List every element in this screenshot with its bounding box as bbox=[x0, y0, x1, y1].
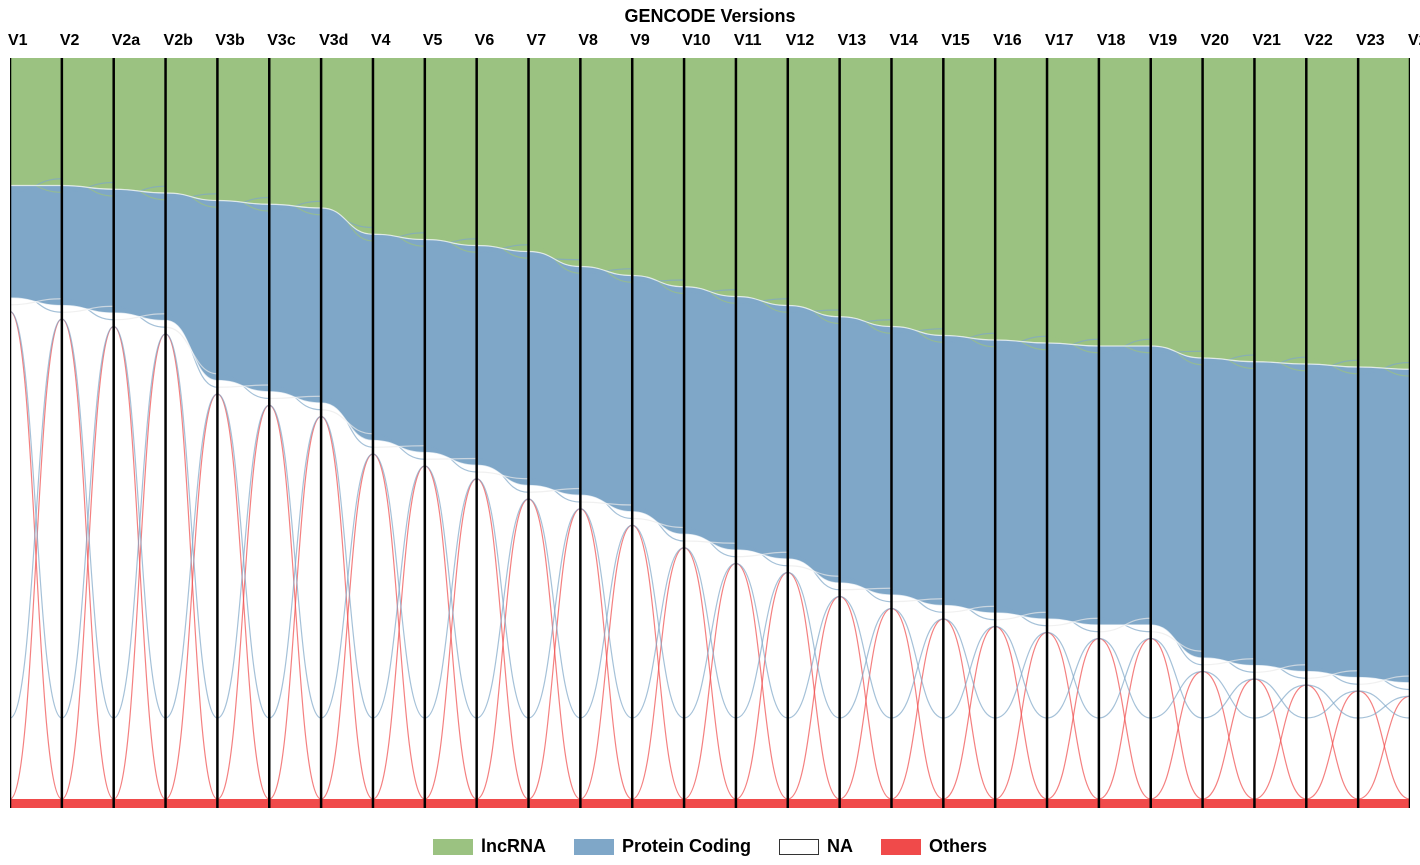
x-axis-label: V9 bbox=[630, 32, 650, 50]
x-axis-label: V21 bbox=[1252, 32, 1280, 50]
x-axis-label: V7 bbox=[527, 32, 547, 50]
x-axis-label: V24 bbox=[1408, 32, 1420, 50]
flow-band bbox=[10, 799, 1410, 808]
chart-title: GENCODE Versions bbox=[0, 6, 1420, 27]
x-axis-label: V14 bbox=[889, 32, 917, 50]
x-axis-label: V1 bbox=[8, 32, 28, 50]
chart-legend: lncRNA Protein Coding NA Others bbox=[0, 836, 1420, 857]
legend-label: NA bbox=[827, 836, 853, 857]
x-axis-label: V3b bbox=[215, 32, 244, 50]
x-axis-label: V13 bbox=[838, 32, 866, 50]
x-axis-label: V10 bbox=[682, 32, 710, 50]
x-axis-label: V20 bbox=[1201, 32, 1229, 50]
legend-swatch bbox=[574, 839, 614, 855]
x-axis-label: V3d bbox=[319, 32, 348, 50]
x-axis-label: V2b bbox=[164, 32, 193, 50]
x-axis-label: V16 bbox=[993, 32, 1021, 50]
x-axis-label: V5 bbox=[423, 32, 443, 50]
x-axis-label: V3c bbox=[267, 32, 295, 50]
legend-item: Protein Coding bbox=[574, 836, 751, 857]
x-axis-label: V4 bbox=[371, 32, 391, 50]
x-axis-label: V6 bbox=[475, 32, 495, 50]
x-axis-label: V8 bbox=[578, 32, 598, 50]
x-axis-label: V12 bbox=[786, 32, 814, 50]
alluvial-plot bbox=[10, 58, 1410, 808]
legend-label: Protein Coding bbox=[622, 836, 751, 857]
legend-swatch bbox=[433, 839, 473, 855]
legend-item: NA bbox=[779, 836, 853, 857]
x-axis-label: V11 bbox=[734, 32, 762, 50]
x-axis-label: V23 bbox=[1356, 32, 1384, 50]
legend-swatch bbox=[779, 839, 819, 855]
x-axis-label: V19 bbox=[1149, 32, 1177, 50]
legend-label: Others bbox=[929, 836, 987, 857]
x-axis-label: V2a bbox=[112, 32, 140, 50]
legend-item: lncRNA bbox=[433, 836, 546, 857]
legend-item: Others bbox=[881, 836, 987, 857]
x-axis-label: V15 bbox=[941, 32, 969, 50]
x-axis-label: V22 bbox=[1304, 32, 1332, 50]
x-axis-label: V17 bbox=[1045, 32, 1073, 50]
chart-container: GENCODE Versions V1 V2 V2a V2b V3b V3c V3d V4 V5… bbox=[0, 0, 1420, 865]
legend-swatch bbox=[881, 839, 921, 855]
x-axis-label: V18 bbox=[1097, 32, 1125, 50]
legend-label: lncRNA bbox=[481, 836, 546, 857]
x-axis-label: V2 bbox=[60, 32, 80, 50]
